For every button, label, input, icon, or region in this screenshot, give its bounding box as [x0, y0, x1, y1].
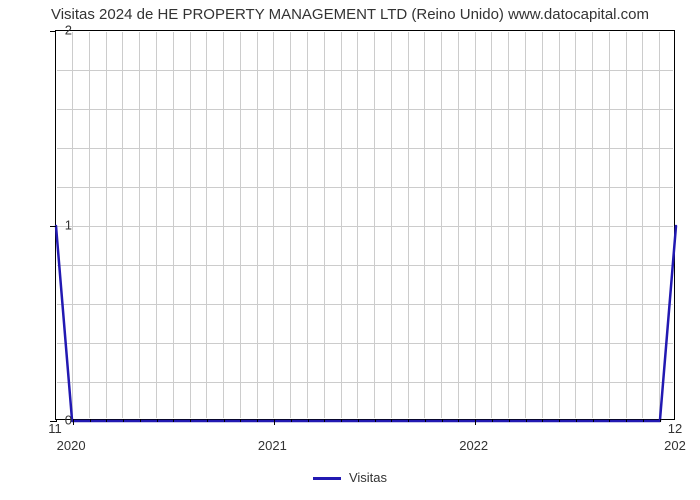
plot-box — [55, 30, 675, 420]
x-tick-minor — [542, 419, 543, 422]
x-tick-minor — [157, 419, 158, 422]
x-tick-minor — [626, 419, 627, 422]
x-tick-minor — [559, 419, 560, 422]
x-tick-minor — [308, 419, 309, 422]
x-tick-minor — [660, 419, 661, 422]
x-tick-minor — [291, 419, 292, 422]
x-tick-minor — [442, 419, 443, 422]
legend: Visitas — [0, 470, 700, 485]
x-tick-major — [73, 419, 74, 425]
x-tick-minor — [526, 419, 527, 422]
x-tick-minor — [609, 419, 610, 422]
legend-label: Visitas — [349, 470, 387, 485]
x-tick-minor — [391, 419, 392, 422]
chart-container: Visitas 2024 de HE PROPERTY MANAGEMENT L… — [0, 0, 700, 500]
x-tick-label: 2022 — [459, 438, 488, 453]
x-tick-minor — [643, 419, 644, 422]
series-line — [56, 31, 676, 421]
x-tick-minor — [90, 419, 91, 422]
x-tick-minor — [458, 419, 459, 422]
x-tick-minor — [324, 419, 325, 422]
x-tick-minor — [509, 419, 510, 422]
y-tick-label: 1 — [52, 218, 72, 233]
x-tick-label: 2020 — [57, 438, 86, 453]
chart-title: Visitas 2024 de HE PROPERTY MANAGEMENT L… — [0, 6, 700, 23]
x-tick-minor — [341, 419, 342, 422]
x-tick-minor — [173, 419, 174, 422]
x-tick-minor — [224, 419, 225, 422]
x-tick-major — [274, 419, 275, 425]
legend-swatch — [313, 477, 341, 480]
x-tick-label: 202 — [664, 438, 686, 453]
x-tick-minor — [106, 419, 107, 422]
x-tick-label: 2021 — [258, 438, 287, 453]
x-tick-minor — [190, 419, 191, 422]
x-tick-major — [475, 419, 476, 425]
x-tick-minor — [408, 419, 409, 422]
below-end-label: 12 — [668, 421, 682, 436]
x-tick-minor — [576, 419, 577, 422]
x-tick-minor — [375, 419, 376, 422]
y-tick-label: 2 — [52, 23, 72, 38]
chart-area — [55, 30, 675, 420]
x-tick-minor — [123, 419, 124, 422]
x-tick-minor — [257, 419, 258, 422]
x-tick-minor — [358, 419, 359, 422]
x-tick-minor — [492, 419, 493, 422]
x-tick-minor — [207, 419, 208, 422]
x-tick-minor — [425, 419, 426, 422]
below-start-label: 11 — [48, 421, 62, 436]
x-tick-minor — [140, 419, 141, 422]
x-tick-minor — [593, 419, 594, 422]
x-tick-minor — [240, 419, 241, 422]
